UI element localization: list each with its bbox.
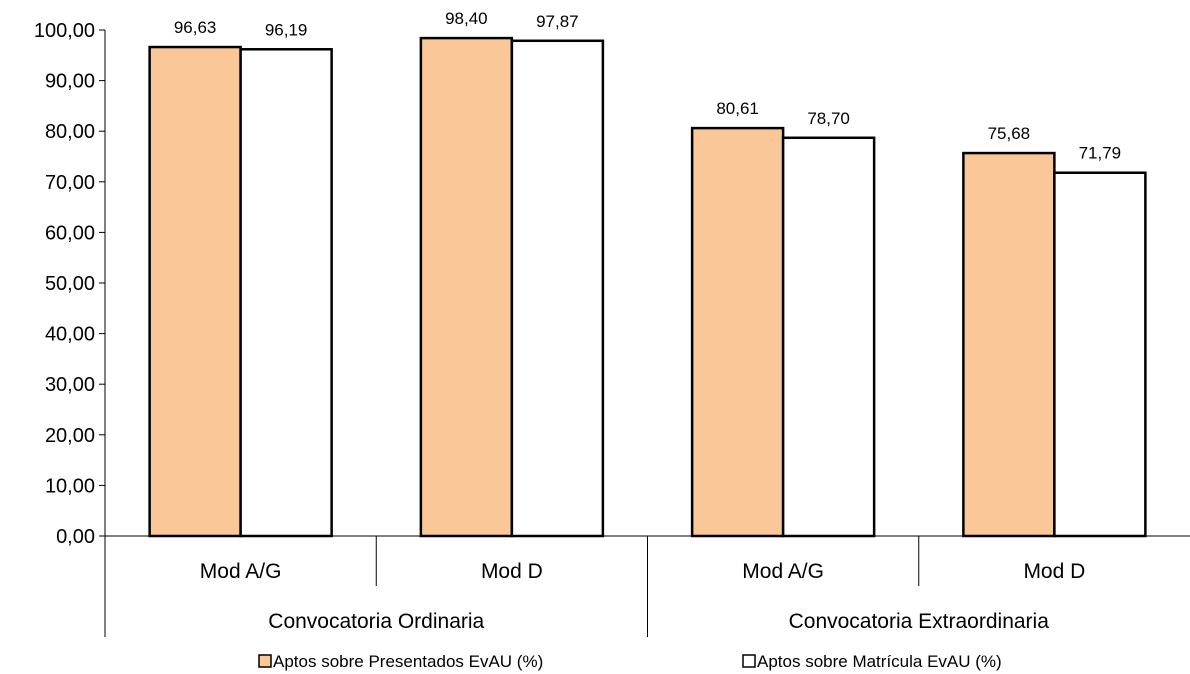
legend-swatch-presentados: [258, 654, 272, 668]
bar: [510, 39, 605, 538]
y-tick-label: 10,00: [45, 475, 95, 497]
data-label: 75,68: [988, 124, 1031, 143]
x-category-label: Mod D: [481, 560, 543, 583]
legend: Aptos sobre Presentados EvAU (%) Aptos s…: [258, 652, 1002, 671]
y-tick-label: 90,00: [45, 71, 95, 93]
bar: [239, 48, 333, 538]
x-group-label: Convocatoria Ordinaria: [268, 610, 484, 633]
y-tick-label: 100,00: [34, 20, 95, 42]
y-tick-label: 70,00: [45, 172, 95, 194]
x-category-label: Mod A/G: [742, 560, 824, 583]
y-tick-label: 30,00: [45, 374, 95, 396]
legend-label-presentados: Aptos sobre Presentados EvAU (%): [273, 652, 543, 671]
y-axis: 0,00 10,00 20,00 30,00 40,00 50,00 60,00 70,00 8…: [34, 20, 106, 548]
x-group-label: Convocatoria Extraordinaria: [789, 610, 1050, 633]
data-label: 78,70: [807, 109, 850, 128]
legend-label-matricula: Aptos sobre Matrícula EvAU (%): [757, 652, 1002, 671]
bar: [781, 136, 876, 538]
bar: [690, 126, 785, 538]
y-tick-label: 80,00: [45, 121, 95, 143]
bars: 96,63 96,19 98,40 97,87 80,61 78,70 75,68 71,79: [148, 9, 1147, 538]
y-tick-label: 0,00: [56, 526, 95, 548]
bar: [419, 36, 514, 538]
y-tick-label: 20,00: [45, 425, 95, 447]
y-tick-label: 60,00: [45, 222, 95, 244]
bar: [1053, 171, 1147, 538]
bar: [962, 151, 1056, 538]
data-label: 80,61: [716, 99, 759, 118]
x-axis: Mod A/G Mod D Mod A/G Mod D Convocatoria Ord…: [104, 535, 1190, 637]
y-tick-label: 50,00: [45, 273, 95, 295]
data-label: 97,87: [536, 12, 579, 31]
legend-swatch-matricula: [742, 654, 756, 668]
data-label: 96,63: [174, 18, 217, 37]
data-label: 71,79: [1079, 144, 1122, 163]
y-tick-label: 40,00: [45, 324, 95, 346]
data-label: 96,19: [265, 20, 308, 39]
bar: [148, 45, 242, 538]
x-category-label: Mod D: [1023, 560, 1085, 583]
x-category-label: Mod A/G: [200, 560, 282, 583]
data-label: 98,40: [445, 9, 488, 28]
